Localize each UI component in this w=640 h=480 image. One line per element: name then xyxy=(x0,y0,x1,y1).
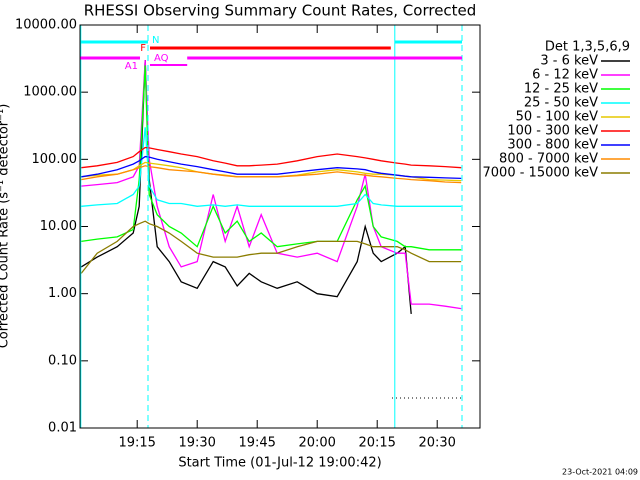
legend-label: 300 - 800 keV xyxy=(507,138,598,153)
x-axis-label: Start Time (01-Jul-12 19:00:42) xyxy=(178,456,381,471)
plot-frame xyxy=(79,24,481,429)
y-axis-label: Corrected Count Rate (s⁻¹ detector⁻¹) xyxy=(0,104,12,349)
y-tick-label: 10000.00 xyxy=(15,18,77,33)
legend-label: 3 - 6 keV xyxy=(540,54,598,69)
x-tick-label: 19:45 xyxy=(238,436,275,451)
series-line xyxy=(80,220,462,274)
series-line xyxy=(81,146,462,169)
timestamp: 23-Oct-2021 04:09 xyxy=(562,468,638,477)
flag-label: F xyxy=(140,43,146,54)
series-line xyxy=(81,165,462,184)
y-tick-label: 10.00 xyxy=(40,219,77,234)
legend-label: 6 - 12 keV xyxy=(532,68,598,83)
flag-label: N xyxy=(152,35,159,46)
chart-title: RHESSI Observing Summary Count Rates, Co… xyxy=(84,2,477,20)
series-line xyxy=(81,155,462,180)
x-tick-label: 20:30 xyxy=(418,436,455,451)
flag-label: A1 xyxy=(125,61,138,72)
y-tick-label: 0.01 xyxy=(48,421,77,436)
y-tick-label: 0.10 xyxy=(48,353,77,368)
y-tick-label: 100.00 xyxy=(32,152,78,167)
x-tick-label: 19:30 xyxy=(178,436,215,451)
legend-label: 800 - 7000 keV xyxy=(499,152,598,167)
legend-label: 50 - 100 keV xyxy=(516,110,599,125)
series-line xyxy=(80,60,412,314)
y-tick-label: 1000.00 xyxy=(23,85,77,100)
legend-label: 25 - 50 keV xyxy=(524,96,598,111)
x-tick-label: 20:15 xyxy=(358,436,395,451)
legend-title: Det 1,3,5,6,9 xyxy=(545,40,630,55)
legend-label: 100 - 300 keV xyxy=(507,124,598,139)
x-tick-label: 19:15 xyxy=(118,436,155,451)
legend-label: 7000 - 15000 keV xyxy=(483,166,599,181)
x-tick-label: 20:00 xyxy=(298,436,335,451)
legend-label: 12 - 25 keV xyxy=(524,82,598,97)
series-line xyxy=(81,127,462,207)
series-line xyxy=(81,65,462,251)
flag-label: AQ xyxy=(154,53,169,64)
y-tick-label: 1.00 xyxy=(48,286,77,301)
